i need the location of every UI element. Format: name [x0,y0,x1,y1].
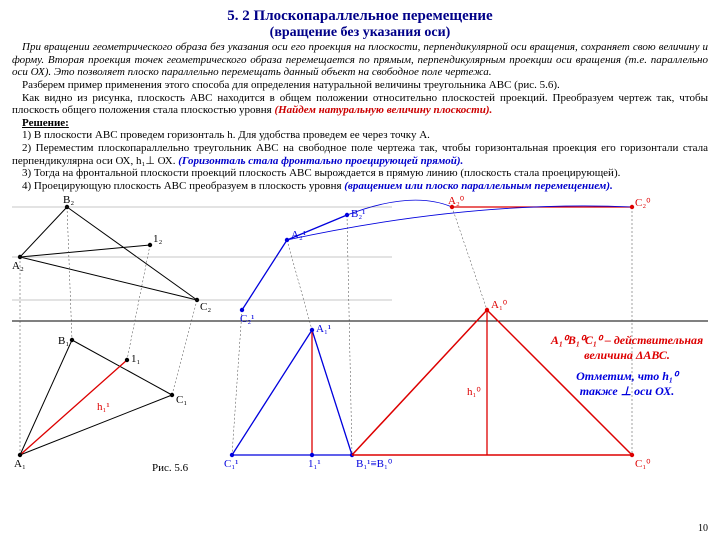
intro-paragraph: При вращении геометрического образа без … [12,41,708,79]
page-number: 10 [698,523,708,534]
svg-text:C₂¹: C₂¹ [240,313,254,325]
svg-text:B₂: B₂ [63,195,74,206]
svg-text:1₁: 1₁ [131,353,141,365]
svg-text:A₁: A₁ [14,458,26,470]
example-paragraph: Разберем пример применения этого способа… [12,79,708,92]
svg-text:C₂⁰: C₂⁰ [635,197,651,209]
page-title: 5. 2 Плоскопараллельное перемещение [12,8,708,25]
svg-text:C₁⁰: C₁⁰ [635,458,651,470]
step-4-highlight: (вращением или плоско параллельным перем… [344,180,613,192]
page-subtitle: (вращение без указания оси) [12,25,708,41]
svg-text:1₁¹: 1₁¹ [308,458,321,470]
svg-text:h₁¹: h₁¹ [97,401,110,413]
svg-text:B₂¹: B₂¹ [351,208,365,220]
svg-text:C₁¹: C₁¹ [224,458,238,470]
step-4-text: 4) Проецирующую плоскость АВС преобразуе… [22,180,344,192]
svg-text:A₂: A₂ [12,260,24,272]
svg-text:A₁⁰: A₁⁰ [491,299,508,311]
analysis-paragraph: Как видно из рисунка, плоскость АВС нахо… [12,92,708,117]
diagram-container: B₂ A₂ C₂ 1₂ B₁ 1₁ C₁ A₁ h₁¹ A₂¹ B₂¹ C₂¹ A₁¹ C₁¹ 1₁¹ B₁¹… [12,195,708,478]
svg-text:B₁¹≡B₁⁰: B₁¹≡B₁⁰ [356,458,393,470]
svg-text:A₂¹: A₂¹ [291,229,306,241]
svg-text:Рис. 5.6: Рис. 5.6 [152,462,189,474]
svg-text:1₂: 1₂ [153,233,163,245]
svg-text:A₂⁰: A₂⁰ [448,195,465,207]
solution-label: Решение: [12,117,708,130]
svg-text:h₁⁰: h₁⁰ [467,386,481,398]
svg-text:A₁¹: A₁¹ [316,323,331,335]
svg-text:C₂: C₂ [200,301,211,313]
step-3: 3) Тогда на фронтальной плоскости проекц… [12,167,708,180]
step-4: 4) Проецирующую плоскость АВС преобразуе… [12,180,708,193]
solution-heading: Решение: [22,117,69,129]
step-2-highlight: (Горизонталь стала фронтально проецирующ… [178,155,463,167]
step-2: 2) Переместим плоскопараллельно треуголь… [12,142,708,167]
svg-text:B₁: B₁ [58,335,69,347]
step-1: 1) В плоскости АВС проведем горизонталь … [12,129,708,142]
analysis-highlight: (Найдем натуральную величину плоскости). [274,104,492,116]
svg-text:C₁: C₁ [176,394,187,406]
geometry-diagram: B₂ A₂ C₂ 1₂ B₁ 1₁ C₁ A₁ h₁¹ A₂¹ B₂¹ C₂¹ A₁¹ C₁¹ 1₁¹ B₁¹… [12,195,708,475]
